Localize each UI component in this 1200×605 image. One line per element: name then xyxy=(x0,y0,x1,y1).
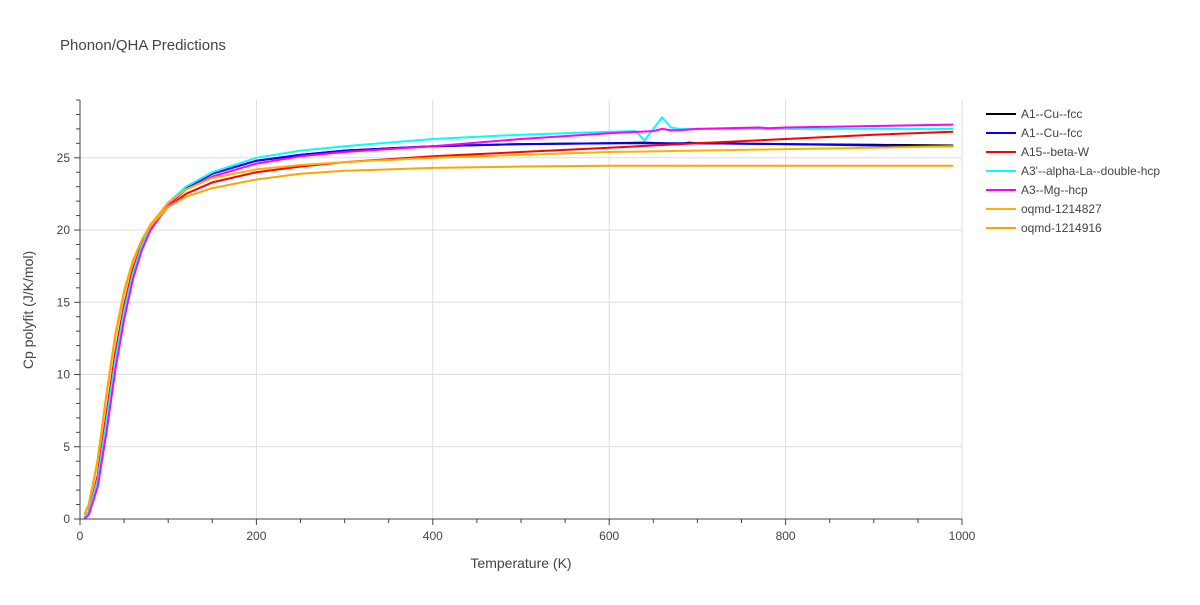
y-tick-label: 5 xyxy=(63,440,70,454)
y-tick-label: 10 xyxy=(57,368,71,382)
x-tick-label: 400 xyxy=(423,529,443,543)
legend-label: A1--Cu--fcc xyxy=(1021,126,1082,140)
x-axis-title: Temperature (K) xyxy=(470,555,571,571)
legend-item-6[interactable]: oqmd-1214827 xyxy=(986,202,1102,216)
legend-item-5[interactable]: A3--Mg--hcp xyxy=(986,183,1088,197)
y-axis-title: Cp polyfit (J/K/mol) xyxy=(20,251,36,369)
y-tick-label: 15 xyxy=(57,295,71,309)
axes: 0 200 400 600 800 1000 0 5 10 15 20 25 xyxy=(57,99,976,543)
y-tick-label: 25 xyxy=(57,151,71,165)
x-tick-label: 1000 xyxy=(949,529,976,543)
y-tick-label: 20 xyxy=(57,223,71,237)
legend-label: oqmd-1214916 xyxy=(1021,221,1102,235)
series-line-4 xyxy=(83,116,954,519)
chart-title: Phonon/QHA Predictions xyxy=(60,37,226,54)
x-tick-label: 600 xyxy=(599,529,619,543)
x-tick-label: 800 xyxy=(776,529,796,543)
series-line-3 xyxy=(83,130,954,519)
legend: A1--Cu--fcc A1--Cu--fcc A15--beta-W A3'--al… xyxy=(986,107,1160,235)
x-tick-label: 200 xyxy=(246,529,266,543)
y-tick-label: 0 xyxy=(63,512,70,526)
series-line-6 xyxy=(83,145,954,516)
legend-item-2[interactable]: A1--Cu--fcc xyxy=(986,126,1082,140)
legend-item-4[interactable]: A3'--alpha-La--double-hcp xyxy=(986,164,1160,178)
legend-item-1[interactable]: A1--Cu--fcc xyxy=(986,107,1082,121)
series-line-2 xyxy=(83,142,954,519)
legend-label: A15--beta-W xyxy=(1021,145,1090,159)
x-tick-label: 0 xyxy=(77,529,84,543)
series-layer xyxy=(83,116,954,520)
legend-label: oqmd-1214827 xyxy=(1021,202,1102,216)
series-line-1 xyxy=(83,141,954,519)
series-line-5 xyxy=(83,123,954,520)
series-line-7 xyxy=(83,164,954,516)
legend-label: A3'--alpha-La--double-hcp xyxy=(1021,164,1160,178)
grid xyxy=(80,100,963,519)
legend-label: A1--Cu--fcc xyxy=(1021,107,1082,121)
legend-label: A3--Mg--hcp xyxy=(1021,183,1088,197)
legend-item-7[interactable]: oqmd-1214916 xyxy=(986,221,1102,235)
legend-item-3[interactable]: A15--beta-W xyxy=(986,145,1090,159)
